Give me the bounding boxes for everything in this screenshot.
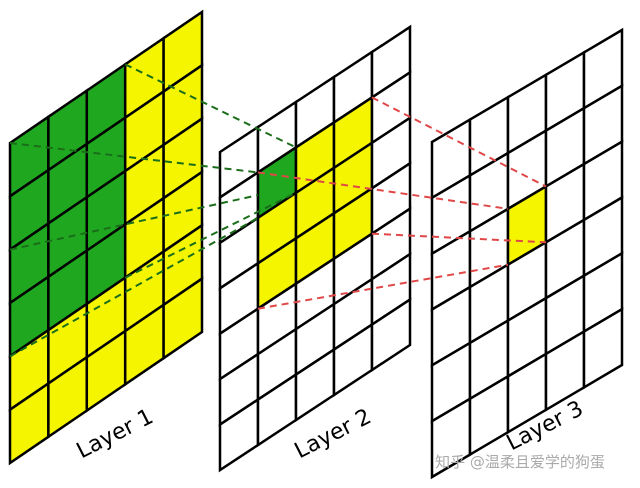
watermark: 知乎 @温柔且爱学的狗蛋 — [435, 453, 605, 471]
dashed-link — [371, 96, 547, 188]
dashed-link — [257, 263, 509, 310]
grid-cell — [162, 276, 204, 361]
layers — [8, 9, 624, 480]
grid-cell — [582, 306, 624, 390]
dashed-link — [9, 142, 259, 174]
grid-cell — [370, 297, 412, 373]
dashed-link — [9, 194, 259, 251]
projection-lines — [9, 63, 547, 358]
layer-label: Layer 1 — [73, 404, 158, 464]
dashed-link — [124, 191, 297, 279]
dashed-link — [124, 63, 297, 149]
dashed-link — [371, 232, 547, 244]
dashed-link — [257, 171, 509, 210]
